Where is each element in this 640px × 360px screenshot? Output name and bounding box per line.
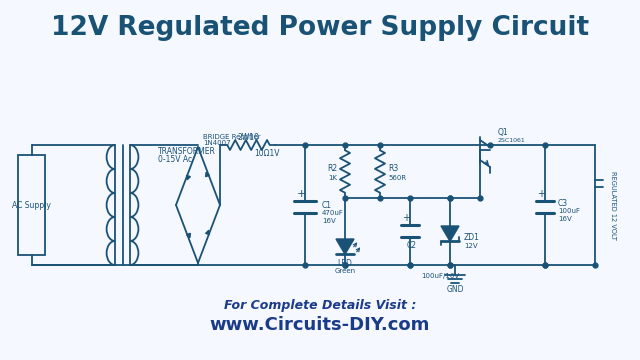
- Text: BRIDGE Rectifier: BRIDGE Rectifier: [203, 134, 260, 140]
- Text: www.Circuits-DIY.com: www.Circuits-DIY.com: [210, 316, 430, 334]
- Text: 10Ω1V: 10Ω1V: [253, 148, 279, 158]
- Text: For Complete Details Visit :: For Complete Details Visit :: [224, 298, 416, 311]
- Text: 16V: 16V: [558, 216, 572, 222]
- Text: ZD1: ZD1: [464, 234, 480, 243]
- Text: TRANSFORMER: TRANSFORMER: [158, 147, 216, 156]
- Text: 1K: 1K: [328, 175, 337, 180]
- Text: Q1: Q1: [498, 129, 509, 138]
- Text: 12V Regulated Power Supply Circuit: 12V Regulated Power Supply Circuit: [51, 15, 589, 41]
- Text: 2W10: 2W10: [237, 132, 259, 141]
- Text: R2: R2: [327, 164, 337, 173]
- Text: C1: C1: [322, 201, 332, 210]
- Text: REGULATED 12 VOLT: REGULATED 12 VOLT: [610, 171, 616, 239]
- Polygon shape: [336, 239, 354, 254]
- Text: 100uF/16V: 100uF/16V: [421, 273, 459, 279]
- Polygon shape: [441, 226, 459, 241]
- Text: 2SC1061: 2SC1061: [498, 138, 525, 143]
- Text: R3: R3: [388, 164, 398, 173]
- Text: 16V: 16V: [322, 218, 336, 224]
- Text: C2: C2: [407, 242, 417, 251]
- Text: 0-15V Ac: 0-15V Ac: [158, 154, 192, 163]
- Text: 100uF: 100uF: [558, 208, 580, 214]
- Polygon shape: [187, 175, 190, 180]
- Text: +: +: [402, 213, 410, 223]
- Text: +: +: [296, 189, 306, 199]
- Text: GND: GND: [446, 284, 464, 293]
- Text: +: +: [537, 189, 545, 199]
- Text: 470uF: 470uF: [322, 210, 344, 216]
- Text: AC Supply: AC Supply: [12, 201, 51, 210]
- Polygon shape: [205, 172, 209, 177]
- Text: Green: Green: [335, 268, 356, 274]
- Text: C3: C3: [558, 198, 568, 207]
- Text: 1N4007: 1N4007: [203, 140, 230, 146]
- Text: LED: LED: [337, 259, 353, 268]
- Text: 12V: 12V: [464, 243, 477, 249]
- Text: 560R: 560R: [388, 175, 406, 180]
- Polygon shape: [187, 233, 190, 238]
- Bar: [18, 155, 45, 255]
- Polygon shape: [205, 230, 209, 235]
